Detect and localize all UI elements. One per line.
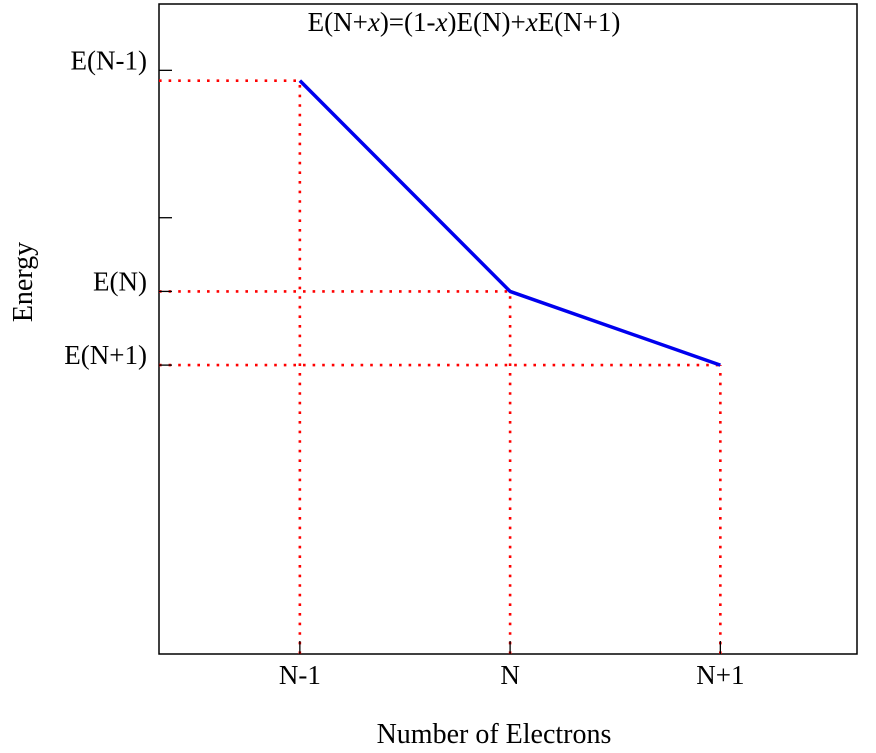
title-part: )=(1-: [380, 7, 436, 37]
y-axis-title: Energy: [8, 242, 39, 322]
title-part: E(N+1): [538, 7, 621, 37]
x-axis-title: Number of Electrons: [377, 719, 612, 748]
x-tick-label: N: [500, 660, 520, 690]
title-part: x: [435, 7, 448, 37]
plot-frame: [158, 3, 858, 655]
y-tick-label: E(N+1): [64, 340, 147, 370]
x-tick-label: N-1: [279, 660, 321, 690]
title-part: )E(N)+: [448, 7, 526, 37]
y-tick-label: E(N-1): [71, 45, 147, 75]
title-part: x: [525, 7, 538, 37]
y-tick-label: E(N): [93, 266, 147, 296]
reference-lines: [159, 79, 722, 654]
title-part: x: [367, 7, 380, 37]
y-axis-ticks: E(N-1) E(N) E(N+1): [64, 45, 172, 370]
series-layer: [298, 79, 721, 367]
chart-title: E(N+x)=(1-x)E(N)+xE(N+1): [308, 7, 621, 37]
x-tick-label: N+1: [696, 660, 744, 690]
x-axis-ticks: N-1 N N+1: [279, 641, 744, 690]
title-part: E(N+: [308, 7, 368, 37]
series-line: [298, 79, 721, 367]
